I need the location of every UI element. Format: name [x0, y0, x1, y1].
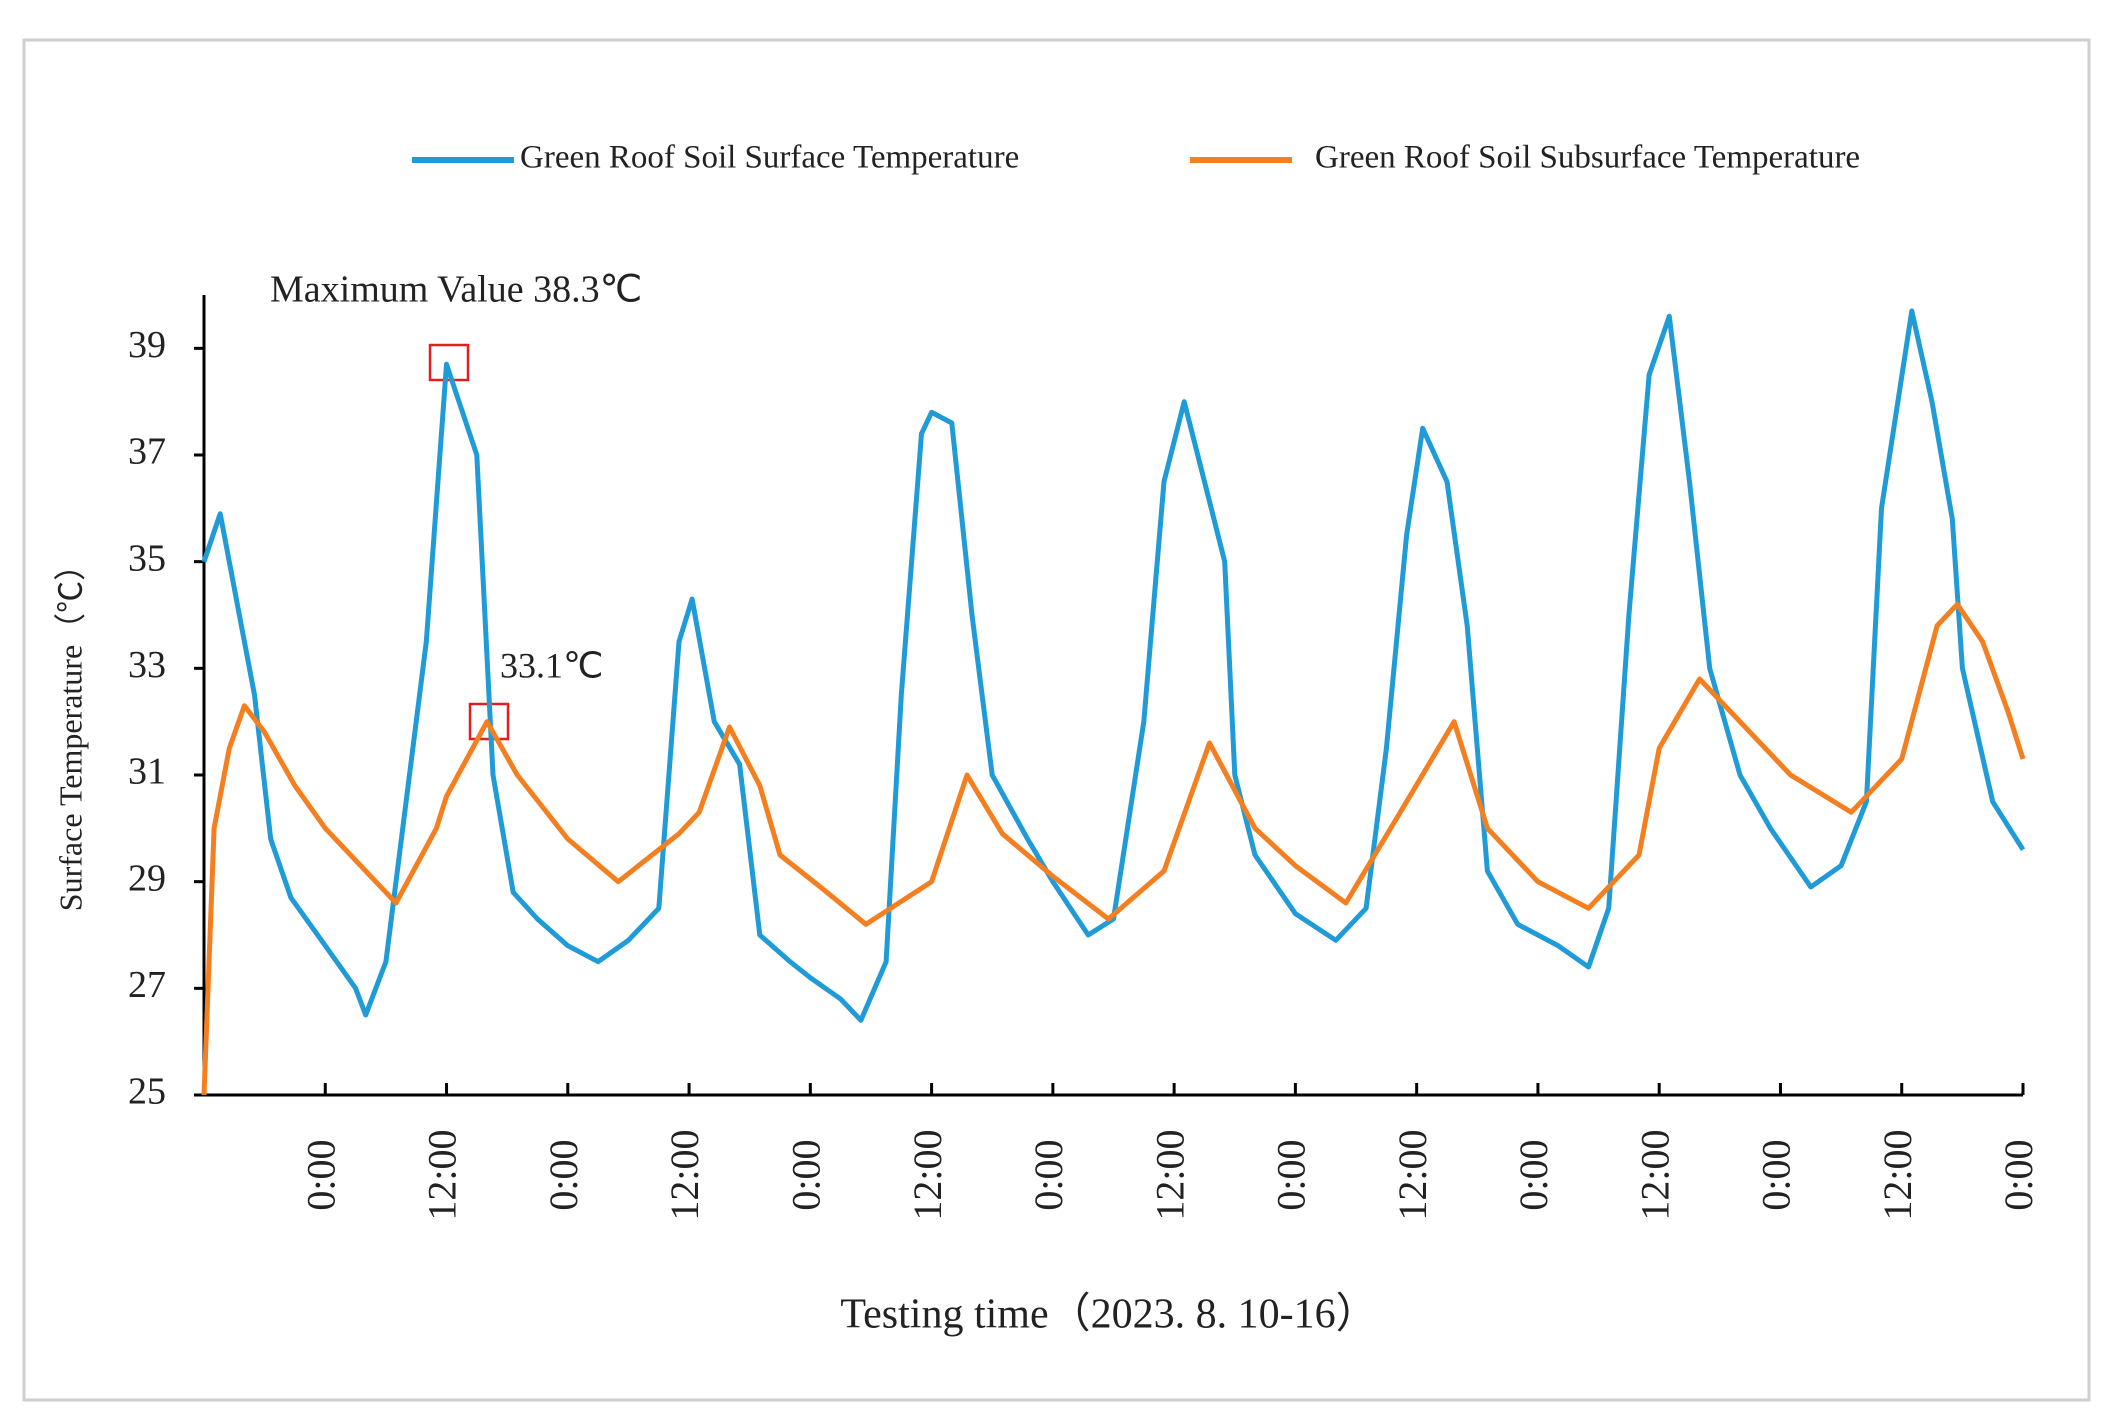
x-tick-label: 0:00: [1754, 1139, 1799, 1210]
x-tick-label: 0:00: [1026, 1139, 1071, 1210]
x-tick-label: 12:00: [420, 1129, 465, 1220]
y-tick-label: 35: [128, 537, 166, 579]
x-tick-label: 12:00: [1390, 1129, 1435, 1220]
y-tick-label: 25: [128, 1071, 166, 1113]
x-tick-label: 12:00: [1632, 1129, 1677, 1220]
legend-label: Green Roof Soil Subsurface Temperature: [1315, 140, 1860, 176]
x-tick-label: 12:00: [905, 1129, 950, 1220]
x-tick-label: 12:00: [1147, 1129, 1192, 1220]
x-tick-label: 0:00: [1269, 1139, 1314, 1210]
x-tick-label: 0:00: [1996, 1139, 2041, 1210]
x-tick-label: 0:00: [1511, 1139, 1556, 1210]
y-tick-label: 37: [128, 431, 166, 473]
x-tick-label: 12:00: [662, 1129, 707, 1220]
x-axis-title: Testing time（2023. 8. 10-16）: [840, 1292, 1377, 1338]
highlight-box: [428, 343, 470, 382]
x-tick-label: 0:00: [541, 1139, 586, 1210]
x-tick-label: 0:00: [784, 1139, 829, 1210]
y-tick-label: 39: [128, 324, 166, 366]
series-line: [201, 308, 2026, 1023]
legend-label: Green Roof Soil Surface Temperature: [520, 140, 1019, 176]
y-axis-title: Surface Temperature（℃）: [52, 549, 88, 911]
y-tick-label: 33: [128, 644, 166, 686]
x-tick-label: 12:00: [1875, 1129, 1920, 1220]
y-tick-label: 27: [128, 964, 166, 1006]
annotation: 33.1℃: [500, 645, 603, 685]
series-line: [201, 601, 2026, 1096]
y-tick-label: 29: [128, 857, 166, 899]
x-tick-label: 0:00: [298, 1139, 343, 1210]
y-tick-label: 31: [128, 751, 166, 793]
frame: [22, 38, 2091, 1402]
annotation: Maximum Value 38.3℃: [270, 269, 642, 311]
